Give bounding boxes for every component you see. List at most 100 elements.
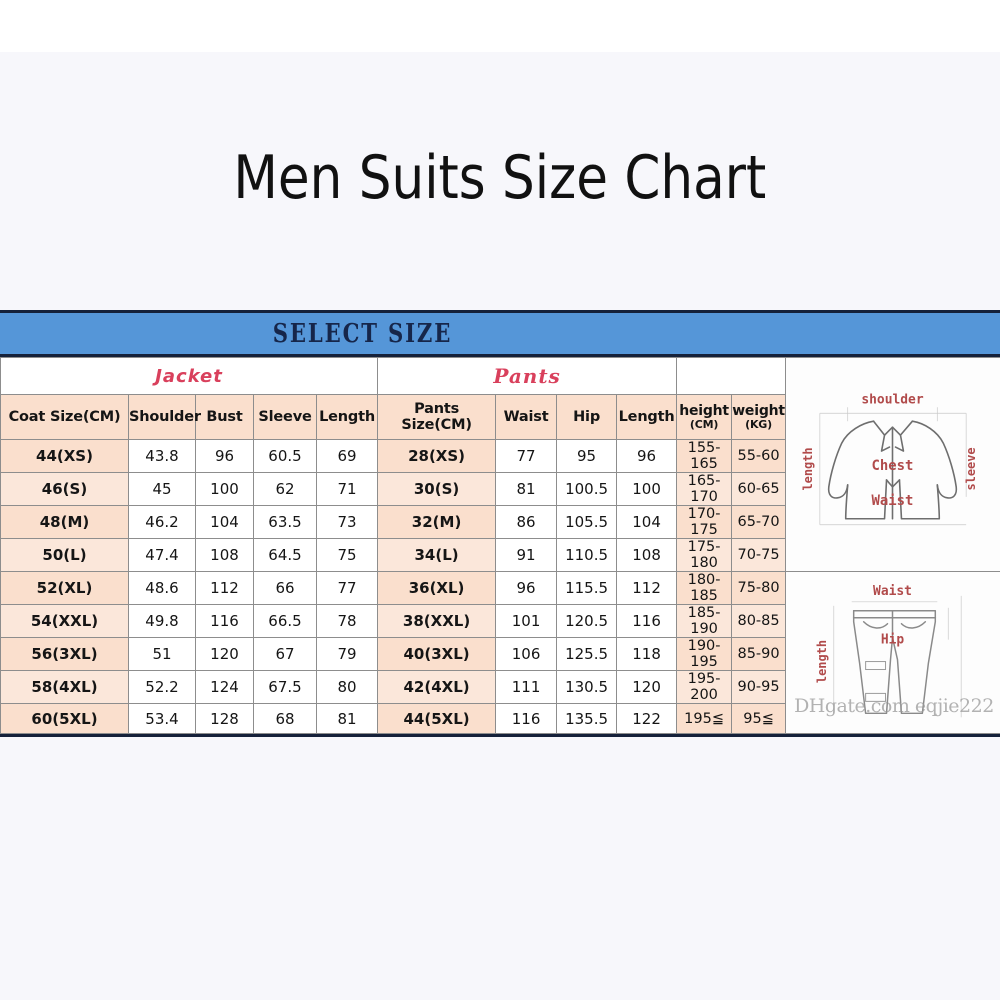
table-row: 60(5XL) 53.4 128 68 81 44(5XL) 116 135.5… xyxy=(0,702,1000,735)
cell-waist: 91 xyxy=(495,538,558,572)
col-header-shoulder: Shoulder xyxy=(128,394,201,440)
cell-sleeve: 60.5 xyxy=(253,439,317,473)
cell-height: 155-165 xyxy=(676,439,733,473)
cell-waist: 111 xyxy=(495,670,558,704)
jacket-diagram: shoulder length sleeve Chest Waist xyxy=(786,358,1000,571)
col-header-pants-size: Pants Size(CM) xyxy=(377,394,497,440)
cell-sleeve: 68 xyxy=(253,702,317,735)
cell-bust: 128 xyxy=(195,702,254,735)
col-header-height: height (CM) xyxy=(676,394,733,440)
table-row: 48(M) 46.2 104 63.5 73 32(M) 86 105.5 10… xyxy=(0,505,1000,539)
cell-shoulder: 49.8 xyxy=(128,604,196,638)
cell-bust: 100 xyxy=(195,472,254,506)
jacket-label-waist: Waist xyxy=(872,493,914,509)
cell-height: 175-180 xyxy=(676,538,733,572)
col-header-jacket-length: Length xyxy=(315,394,379,440)
group-cell-pants: Pants xyxy=(377,357,678,395)
col-header-hip: Hip xyxy=(556,394,618,440)
cell-jacket-length: 73 xyxy=(315,505,379,539)
cell-waist: 86 xyxy=(495,505,558,539)
cell-weight: 65-70 xyxy=(731,505,787,539)
cell-jacket-length: 80 xyxy=(315,670,379,704)
jacket-label-length: length xyxy=(801,447,815,490)
cell-bust: 124 xyxy=(195,670,254,704)
cell-shoulder: 46.2 xyxy=(128,505,196,539)
pants-label-waist: Waist xyxy=(873,584,912,599)
select-size-banner: SELECT SIZE xyxy=(0,313,1000,357)
cell-coat-size: 48(M) xyxy=(0,505,129,539)
pants-label-length: length xyxy=(815,640,829,683)
cell-sleeve: 66.5 xyxy=(253,604,317,638)
cell-waist: 77 xyxy=(495,439,558,473)
cell-hip: 130.5 xyxy=(556,670,618,704)
cell-sleeve: 67.5 xyxy=(253,670,317,704)
cell-coat-size: 44(XS) xyxy=(0,439,129,473)
cell-waist: 81 xyxy=(495,472,558,506)
cell-pants-size: 30(S) xyxy=(377,472,497,506)
cell-coat-size: 58(4XL) xyxy=(0,670,129,704)
cell-pants-size: 40(3XL) xyxy=(377,637,497,671)
col-header-height-name: height xyxy=(679,402,729,419)
cell-jacket-length: 79 xyxy=(315,637,379,671)
cell-pants-length: 122 xyxy=(616,702,678,735)
cell-bust: 96 xyxy=(195,439,254,473)
cell-height: 170-175 xyxy=(676,505,733,539)
cell-weight: 60-65 xyxy=(731,472,787,506)
cell-bust: 120 xyxy=(195,637,254,671)
cell-waist: 101 xyxy=(495,604,558,638)
group-cell-body xyxy=(676,357,787,395)
cell-height: 195-200 xyxy=(676,670,733,704)
page-title: Men Suits Size Chart xyxy=(233,143,767,213)
column-header-row: Coat Size(CM) Shoulder Bust Sleeve Lengt… xyxy=(0,394,1000,440)
cell-pants-size: 32(M) xyxy=(377,505,497,539)
jacket-label-sleeve: sleeve xyxy=(964,447,978,490)
cell-jacket-length: 77 xyxy=(315,571,379,605)
cell-weight: 85-90 xyxy=(731,637,787,671)
pants-illustration-icon: Waist Hip length xyxy=(815,584,962,718)
cell-sleeve: 67 xyxy=(253,637,317,671)
select-size-label: SELECT SIZE xyxy=(272,317,453,350)
cell-bust: 112 xyxy=(195,571,254,605)
col-header-coat-size: Coat Size(CM) xyxy=(0,394,129,440)
table-row: 46(S) 45 100 62 71 30(S) 81 100.5 100 16… xyxy=(0,472,1000,506)
cell-pants-length: 118 xyxy=(616,637,678,671)
cell-pants-size: 44(5XL) xyxy=(377,702,497,735)
size-table: Jacket Pants xyxy=(0,357,1000,735)
cell-pants-size: 38(XXL) xyxy=(377,604,497,638)
cell-sleeve: 63.5 xyxy=(253,505,317,539)
cell-pants-length: 112 xyxy=(616,571,678,605)
group-cell-jacket: Jacket xyxy=(0,357,379,395)
table-row: 54(XXL) 49.8 116 66.5 78 38(XXL) 101 120… xyxy=(0,604,1000,638)
cell-bust: 116 xyxy=(195,604,254,638)
cell-weight: 70-75 xyxy=(731,538,787,572)
cell-jacket-length: 75 xyxy=(315,538,379,572)
cell-shoulder: 51 xyxy=(128,637,196,671)
col-header-weight: weight (KG) xyxy=(731,394,787,440)
cell-weight: 80-85 xyxy=(731,604,787,638)
col-header-pants-length: Length xyxy=(616,394,678,440)
cell-height: 195≦ xyxy=(676,702,733,735)
cell-sleeve: 64.5 xyxy=(253,538,317,572)
cell-pants-length: 116 xyxy=(616,604,678,638)
cell-shoulder: 52.2 xyxy=(128,670,196,704)
cell-weight: 75-80 xyxy=(731,571,787,605)
cell-height: 185-190 xyxy=(676,604,733,638)
cell-jacket-length: 78 xyxy=(315,604,379,638)
jacket-label-shoulder: shoulder xyxy=(861,392,923,407)
cell-coat-size: 46(S) xyxy=(0,472,129,506)
group-label-jacket: Jacket xyxy=(155,365,223,387)
title-area: Men Suits Size Chart xyxy=(0,52,1000,304)
cell-pants-size: 34(L) xyxy=(377,538,497,572)
cell-jacket-length: 71 xyxy=(315,472,379,506)
cell-sleeve: 62 xyxy=(253,472,317,506)
col-header-height-unit: (CM) xyxy=(689,417,719,431)
cell-pants-length: 104 xyxy=(616,505,678,539)
cell-jacket-length: 69 xyxy=(315,439,379,473)
cell-shoulder: 47.4 xyxy=(128,538,196,572)
col-header-weight-unit: (KG) xyxy=(745,417,772,431)
cell-height: 180-185 xyxy=(676,571,733,605)
cell-pants-length: 96 xyxy=(616,439,678,473)
col-header-bust: Bust xyxy=(195,394,254,440)
cell-bust: 104 xyxy=(195,505,254,539)
